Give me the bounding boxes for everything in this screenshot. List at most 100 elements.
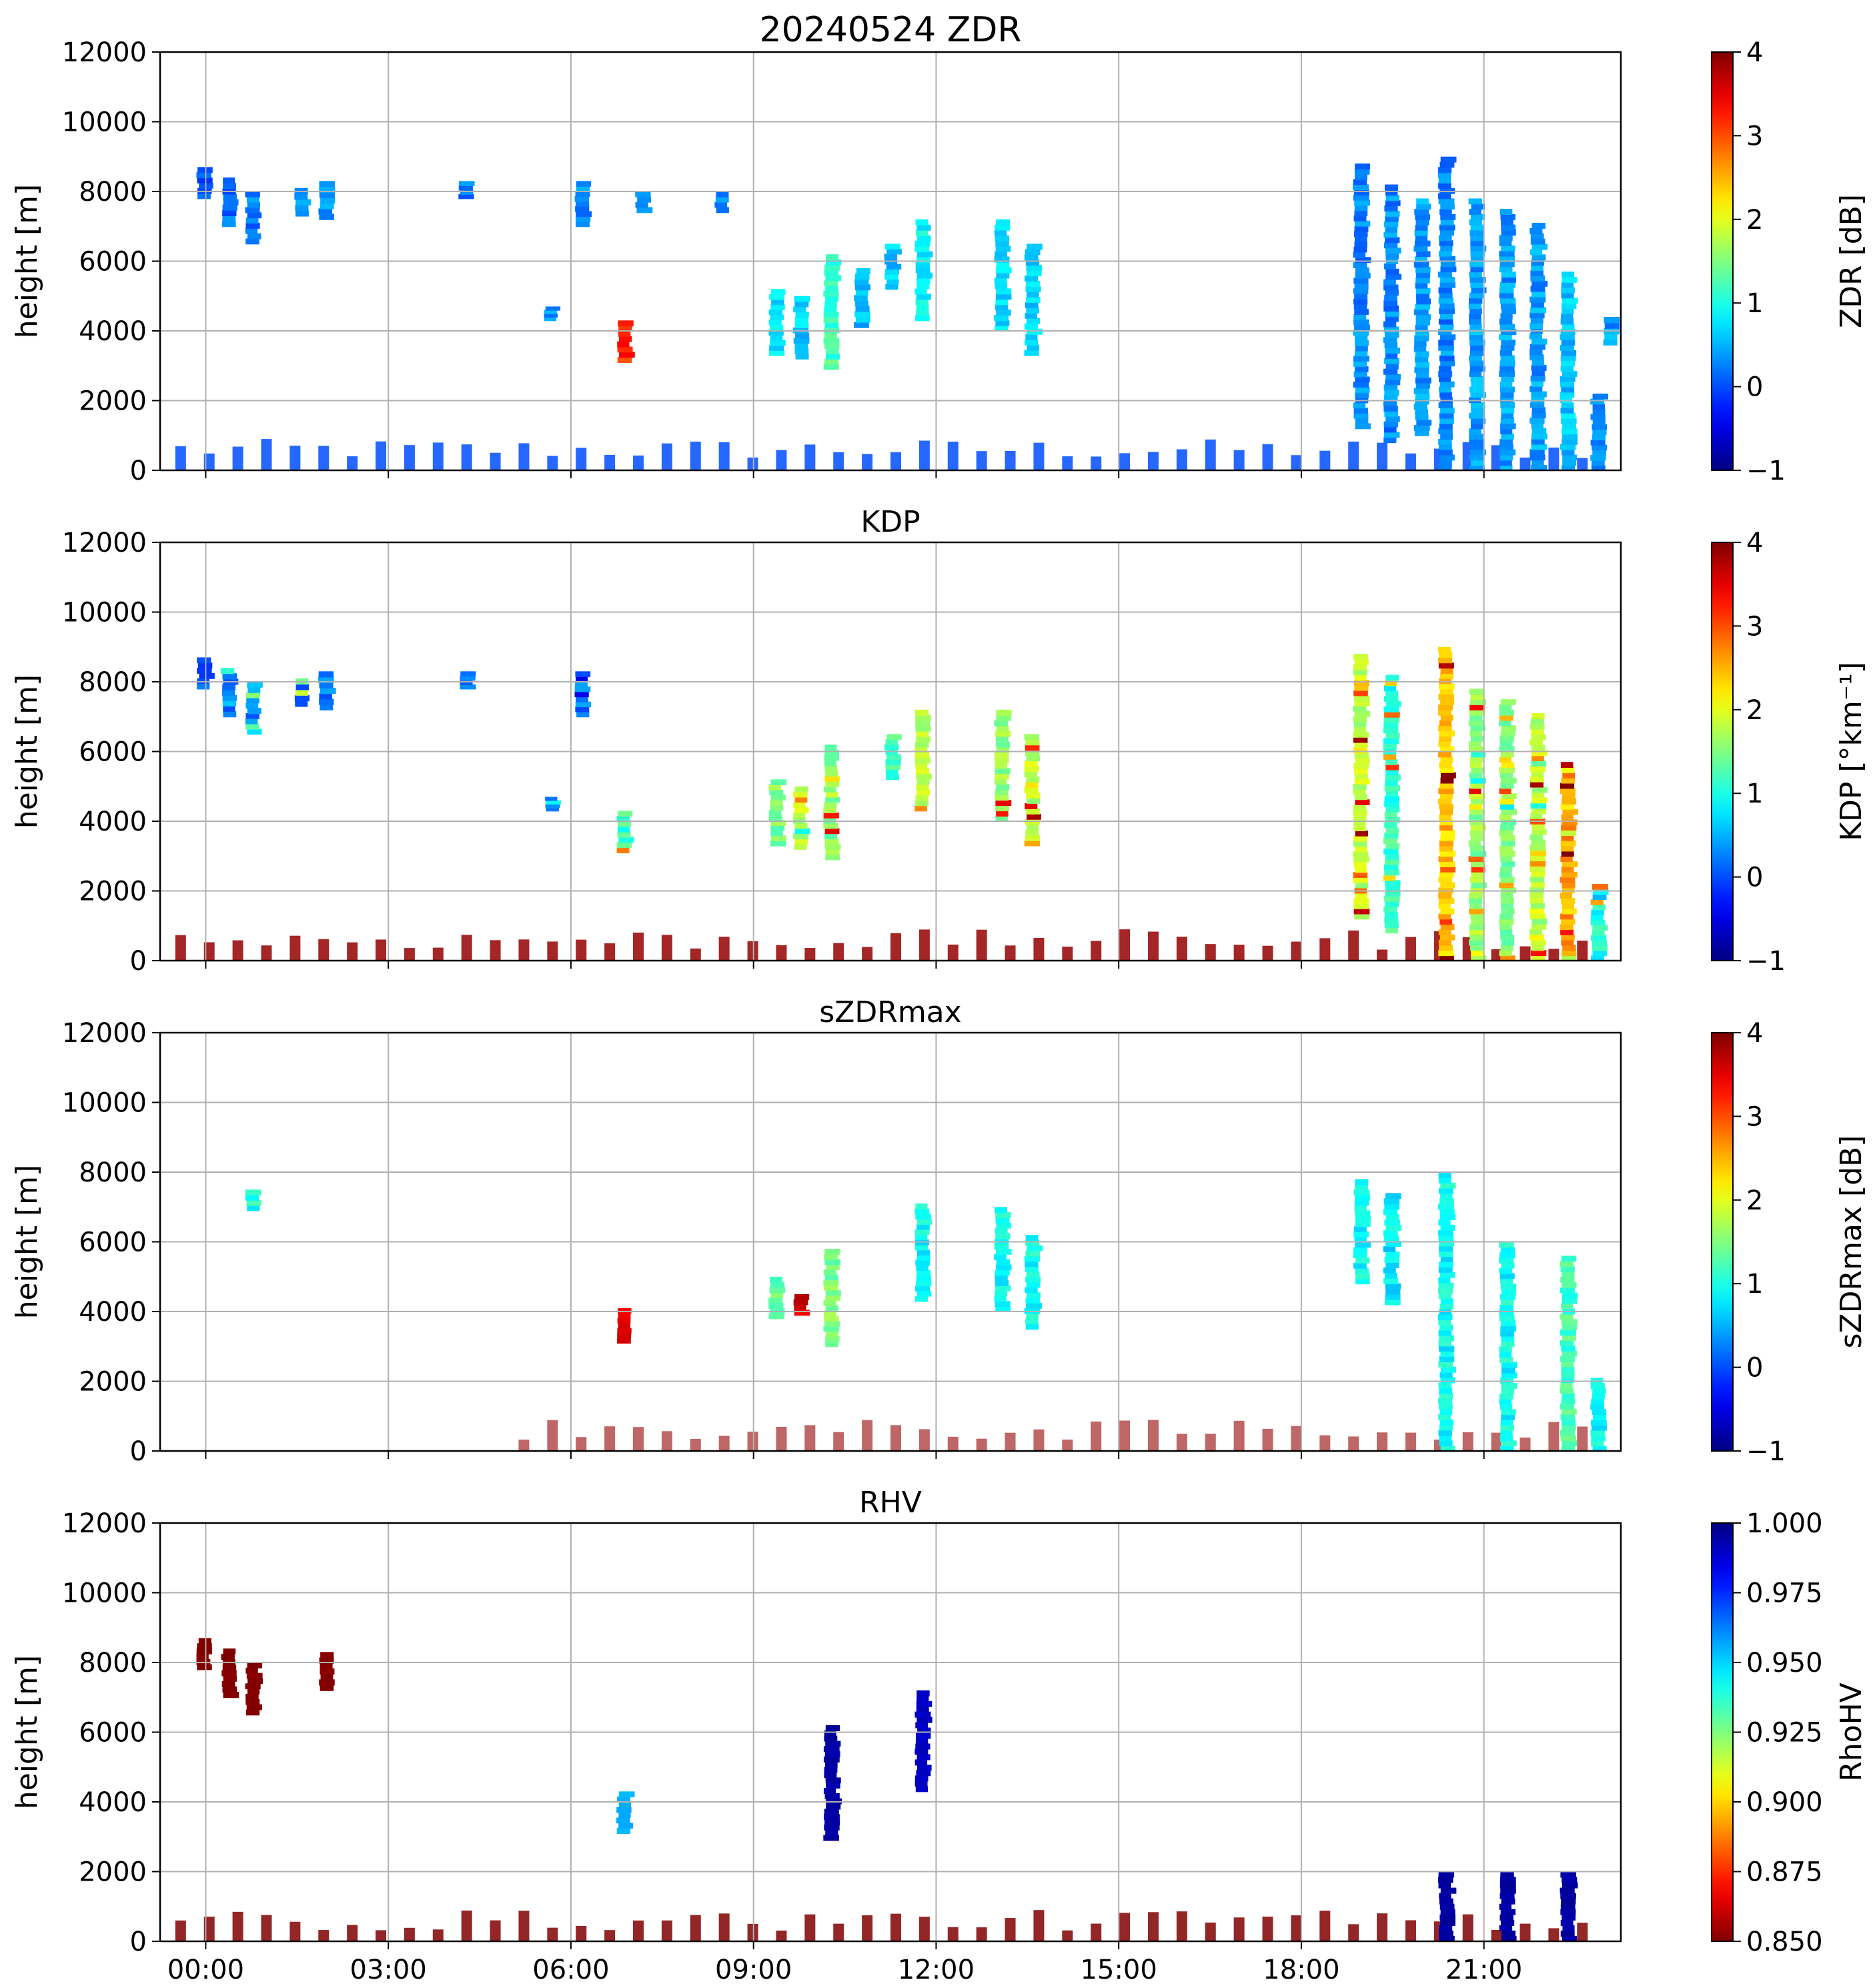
echo-column (1348, 1436, 1359, 1451)
echo-cell (1440, 772, 1456, 779)
echo-cell (1385, 891, 1401, 897)
echo-cell (1469, 444, 1485, 450)
echo-cell (197, 1643, 212, 1650)
echo-cell (544, 310, 558, 314)
colorbar-tick-label: 0 (1746, 372, 1763, 403)
echo-column (890, 452, 901, 470)
echo-cell (1438, 657, 1453, 664)
echo-cell (1561, 1366, 1575, 1373)
echo-cell (1415, 314, 1431, 321)
echo-cell (1384, 1256, 1399, 1263)
echo-cell (1383, 864, 1399, 871)
ytick-label: 4000 (79, 807, 147, 837)
echo-column (633, 455, 644, 470)
echo-cell (855, 290, 868, 296)
echo-cell (1024, 840, 1040, 847)
echo-cell (1384, 221, 1399, 227)
echo-cell (197, 177, 213, 183)
echo-cell (1531, 465, 1547, 470)
echo-cell (1531, 428, 1547, 434)
echo-cell (1413, 388, 1429, 394)
echo-column (690, 442, 701, 470)
echo-column (1577, 458, 1588, 470)
echo-cell (1439, 308, 1455, 314)
echo-cell (1531, 797, 1548, 804)
echo-cell (1591, 909, 1604, 916)
echo-cell (1385, 780, 1398, 787)
echo-cell (1439, 793, 1453, 800)
echo-column (518, 1911, 530, 1941)
echo-cell (1469, 438, 1484, 445)
echo-cell (1500, 418, 1515, 424)
echo-cell (769, 350, 785, 356)
echo-cell (1592, 1388, 1606, 1394)
xtick-label: 09:00 (715, 1955, 792, 1985)
echo-cell (1469, 714, 1483, 721)
echo-cell (1383, 384, 1398, 391)
echo-cell (996, 784, 1010, 791)
echo-cell (916, 1706, 929, 1712)
echo-cell (1355, 1179, 1369, 1185)
echo-cell (1562, 298, 1578, 304)
echo-cell (1529, 354, 1544, 361)
echo-cell (1439, 1893, 1451, 1899)
echo-cell (1384, 205, 1398, 212)
echo-cell (1470, 423, 1483, 430)
echo-cell (1355, 1268, 1369, 1274)
echo-cell (1353, 314, 1367, 320)
echo-column (918, 929, 930, 961)
echo-cell (1384, 895, 1400, 902)
echo-cell (1025, 744, 1040, 751)
echo-cell (1384, 1219, 1400, 1226)
echo-cell (1438, 1382, 1452, 1389)
echo-cell (576, 185, 590, 192)
echo-cell (1499, 814, 1512, 821)
echo-cell (1439, 1262, 1453, 1268)
echo-cell (769, 345, 784, 351)
panel-title: RHV (859, 1486, 922, 1520)
echo-column (633, 932, 644, 961)
echo-cell (996, 262, 1010, 268)
echo-cell (246, 196, 259, 203)
echo-cell (995, 763, 1007, 769)
echo-cell (1438, 344, 1454, 351)
echo-cell (1439, 1251, 1453, 1258)
echo-cell (1592, 424, 1608, 430)
echo-cell (1529, 892, 1544, 899)
echo-cell (197, 1664, 212, 1670)
echo-cell (1439, 313, 1453, 320)
echo-cell (1383, 300, 1398, 307)
echo-cell (1355, 1215, 1371, 1222)
echo-column (976, 929, 987, 961)
echo-cell (915, 1738, 928, 1745)
echo-column (833, 452, 844, 470)
echo-cell (995, 1227, 1008, 1234)
echo-cell (1500, 1330, 1515, 1337)
colorbar-tick-label: −1 (1746, 946, 1786, 977)
echo-cell (247, 708, 261, 714)
echo-cell (1499, 1252, 1515, 1259)
echo-cell (1438, 1266, 1453, 1273)
echo-cell (1559, 1403, 1574, 1410)
echo-cell (1590, 440, 1606, 446)
echo-cell (1383, 395, 1398, 402)
ytick-label: 2000 (79, 386, 147, 417)
echo-cell (1384, 785, 1401, 792)
echo-cell (1592, 950, 1607, 957)
echo-cell (1438, 704, 1453, 710)
echo-cell (1353, 298, 1368, 305)
colorbar (1711, 1032, 1734, 1452)
echo-cell (1469, 793, 1485, 800)
echo-cell (769, 1287, 786, 1294)
echo-cell (1439, 209, 1452, 215)
echo-cell (1024, 276, 1038, 282)
echo-cell (1559, 1261, 1574, 1268)
ytick-label: 6000 (79, 1718, 147, 1749)
echo-column (690, 948, 701, 961)
echo-cell (1531, 360, 1545, 366)
echo-cell (793, 791, 808, 798)
echo-cell (1561, 845, 1574, 852)
echo-cell (1592, 429, 1607, 436)
echo-cell (1562, 1393, 1575, 1399)
echo-cell (1529, 386, 1543, 392)
